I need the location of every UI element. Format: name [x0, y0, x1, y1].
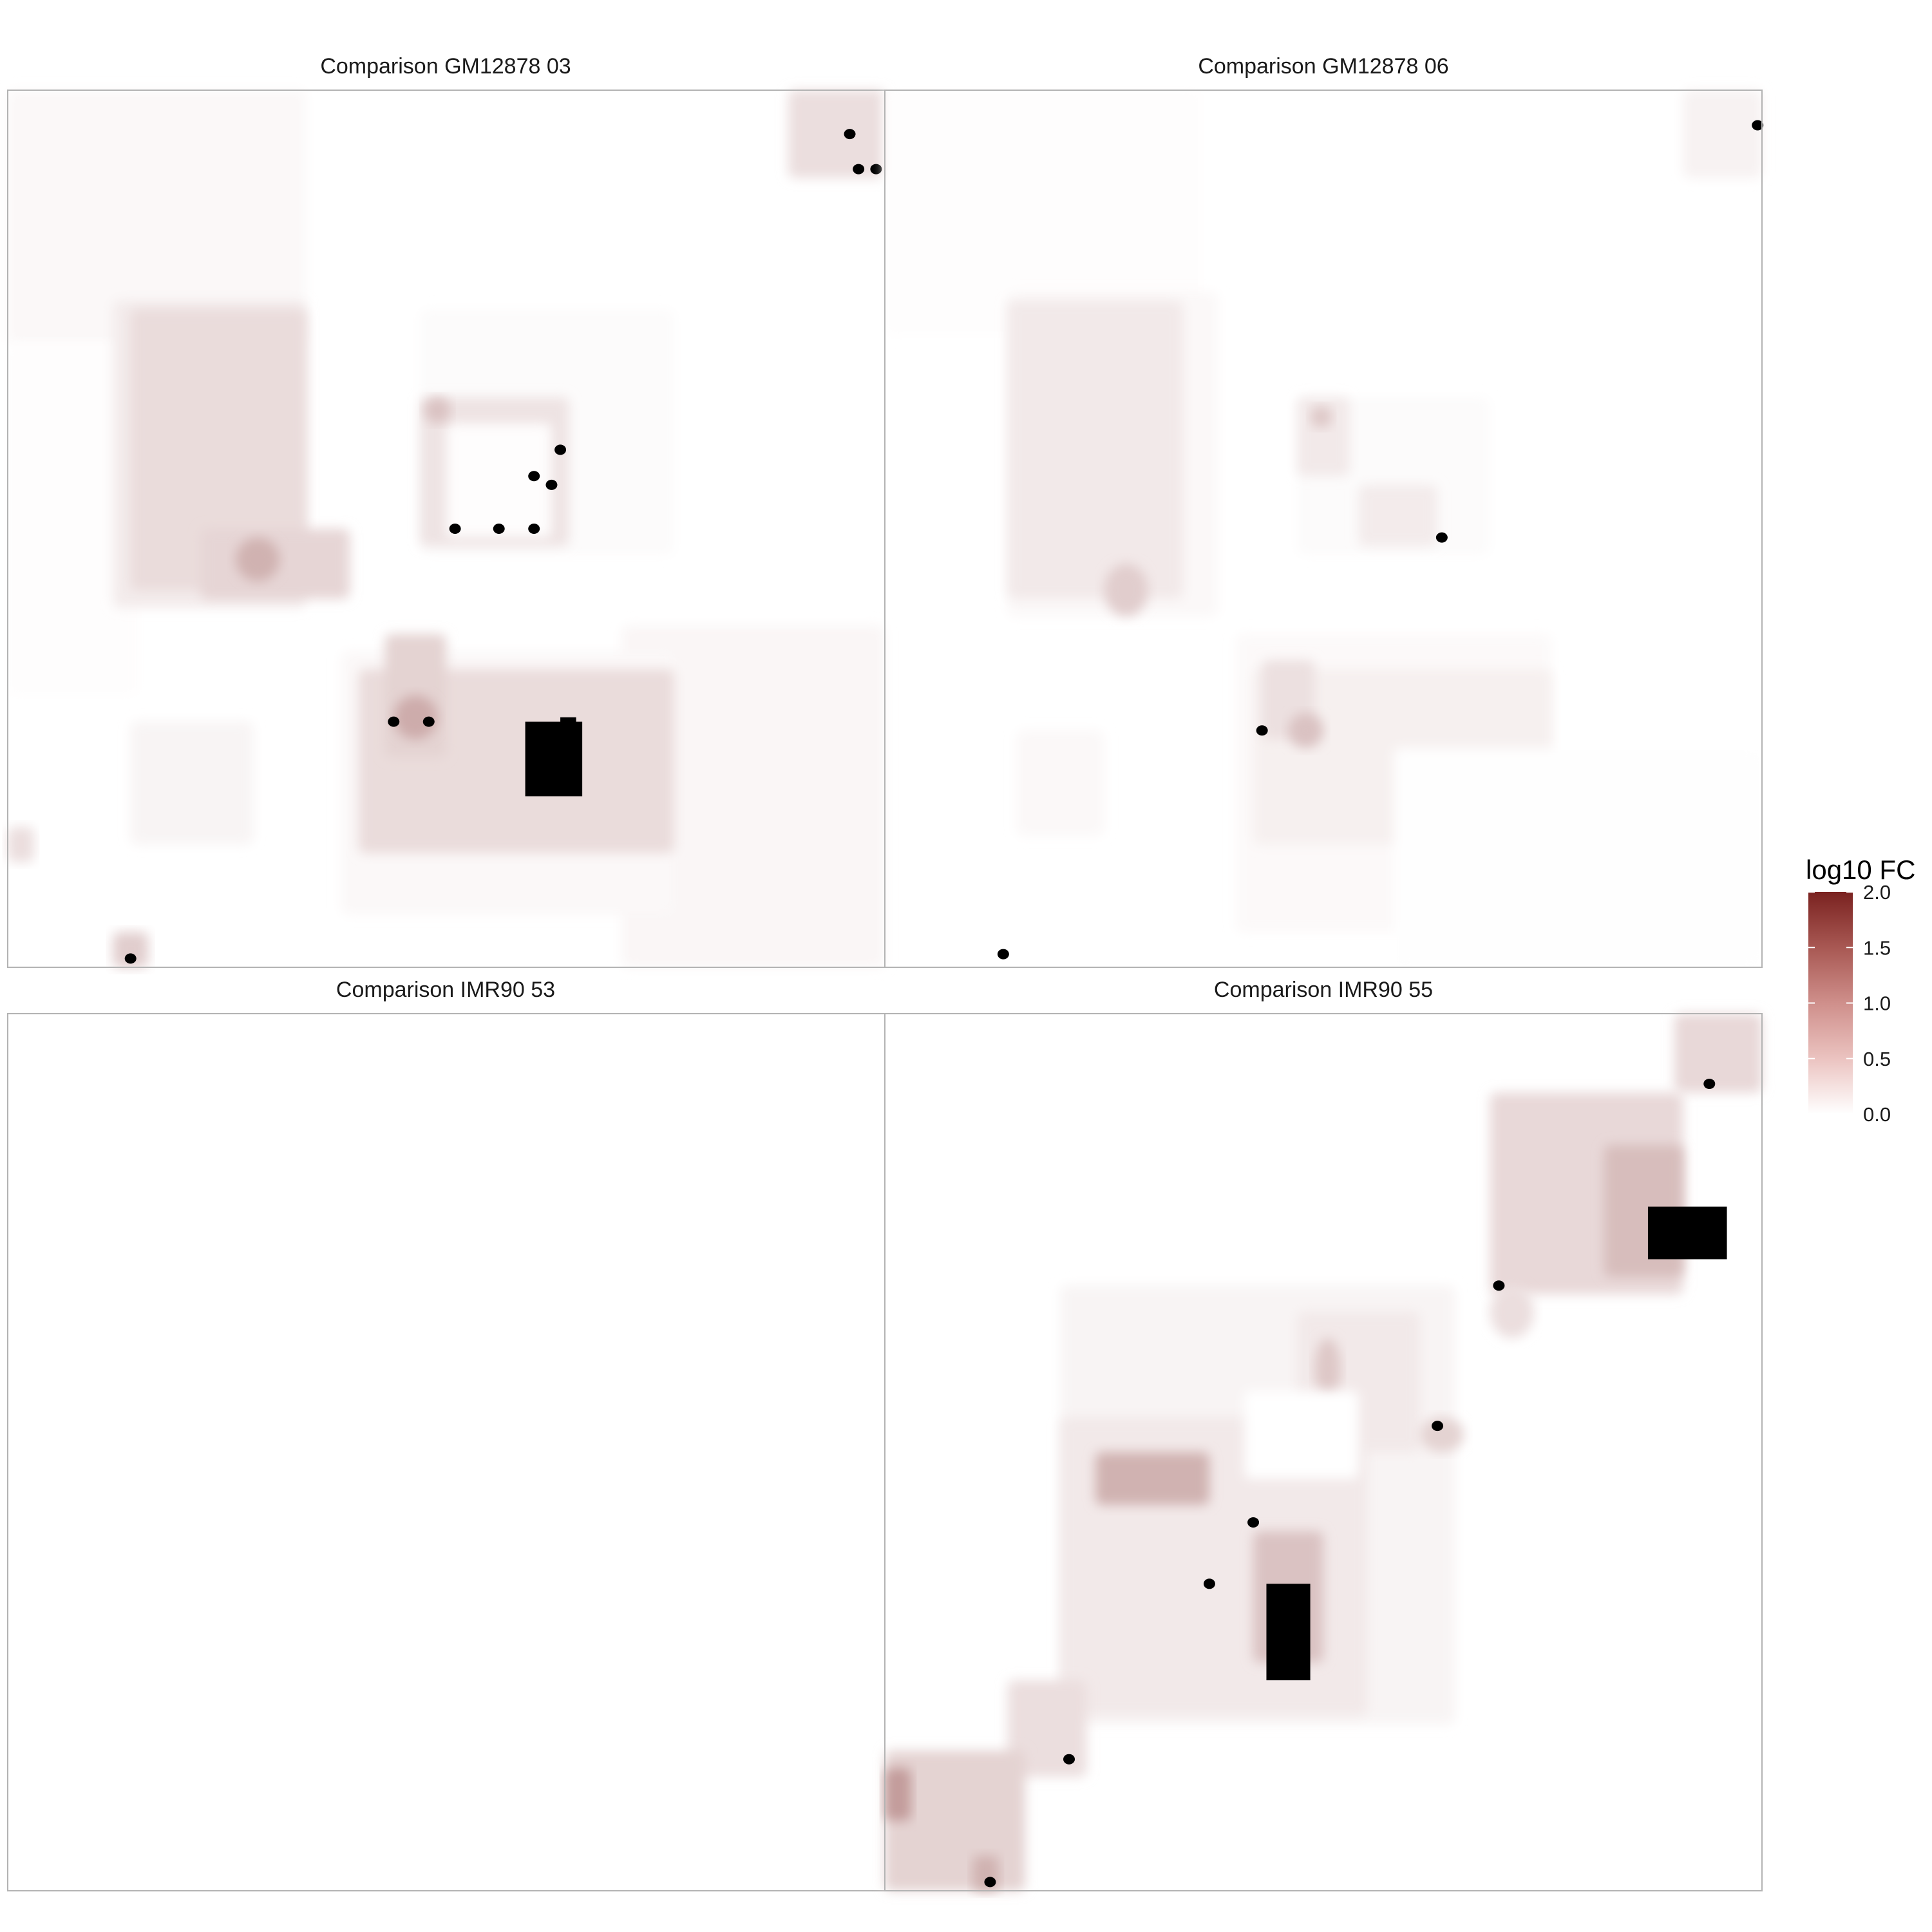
heatmap-region — [8, 827, 34, 862]
color-legend: log10 FC 0.0 0.5 1.0 1.5 2.0 — [1806, 855, 1915, 1126]
heatmap-cell-saturated — [124, 953, 137, 964]
heatmap-cell-saturated — [449, 524, 461, 534]
heatmap-region — [1095, 1452, 1209, 1505]
heatmap-cell-saturated — [1247, 1517, 1260, 1528]
heatmap-region — [1490, 1285, 1534, 1338]
heatmap-cell-saturated — [844, 129, 856, 140]
heatmap-region — [1007, 1680, 1087, 1777]
heatmap-region — [446, 423, 552, 538]
legend-tick-label: 1.5 — [1863, 936, 1891, 959]
heatmap-region — [1419, 1417, 1464, 1452]
panel-imr90-55: Comparison IMR90 55 — [884, 978, 1763, 1891]
heatmap-region — [1674, 1014, 1762, 1093]
heatmap-region — [8, 90, 307, 345]
heatmap-cell-saturated — [1752, 120, 1764, 131]
heatmap-region — [1288, 713, 1323, 748]
panel-title: Comparison IMR90 53 — [336, 978, 555, 1002]
heatmap-region — [788, 90, 885, 178]
heatmap-region — [113, 932, 148, 967]
heatmap-cell-saturated — [1063, 1754, 1075, 1765]
panel-title: Comparison GM12878 06 — [1198, 54, 1448, 79]
heatmap-cell-saturated — [997, 949, 1009, 960]
heatmap-region — [1016, 730, 1104, 836]
heatmap-region — [130, 721, 254, 845]
heatmap-cell-saturated — [560, 717, 576, 735]
legend-tick-label: 1.0 — [1863, 992, 1891, 1015]
heatmap-cell-saturated — [1703, 1078, 1716, 1089]
heatmap-cell-saturated — [1435, 532, 1448, 543]
panel-gm12878-03: Comparison GM12878 03 — [7, 54, 886, 968]
heatmap-area — [8, 90, 885, 967]
legend-colorbar — [1808, 892, 1853, 1114]
heatmap-region — [1683, 90, 1762, 178]
heatmap-region — [621, 625, 885, 967]
heatmap-cell-saturated — [554, 444, 567, 455]
heatmap-cell-saturated — [1493, 1280, 1505, 1291]
heatmap-cell-saturated — [422, 716, 435, 727]
heatmap-area — [885, 1014, 1762, 1891]
heatmap-region — [1104, 564, 1148, 617]
heatmap-region — [885, 90, 1201, 336]
heatmap-cell-saturated — [984, 1877, 996, 1888]
heatmap-region — [1310, 406, 1332, 428]
heatmap-region — [8, 344, 140, 696]
legend-title: log10 FC — [1806, 855, 1915, 885]
panel-border — [884, 90, 1763, 968]
heatmap-region — [1244, 1390, 1359, 1479]
heatmap-area — [885, 90, 1764, 967]
heatmap-region — [1314, 1338, 1341, 1400]
heatmap-region — [424, 397, 451, 424]
panel-title: Comparison IMR90 55 — [1214, 978, 1433, 1002]
heatmap-cell-saturated — [870, 164, 882, 175]
heatmap-cell-saturated — [1266, 1584, 1311, 1681]
panel-imr90-53: Comparison IMR90 53 — [7, 978, 886, 1891]
heatmap-region — [972, 1855, 999, 1891]
legend-ticks: 0.0 0.5 1.0 1.5 2.0 — [1808, 881, 1891, 1126]
heatmap-cell-saturated — [493, 524, 505, 534]
legend-tick-label: 0.0 — [1863, 1103, 1891, 1126]
heatmap-region — [1358, 484, 1438, 547]
panel-border — [884, 1013, 1763, 1891]
heatmap-cell-saturated — [545, 479, 558, 490]
heatmap-region — [1393, 748, 1762, 967]
panel-gm12878-06: Comparison GM12878 06 — [884, 54, 1764, 968]
heatmap-cell-saturated — [528, 524, 540, 534]
heatmap-region — [885, 1768, 911, 1821]
heatmap-region — [130, 309, 307, 591]
heatmap-cell-saturated — [853, 164, 865, 175]
heatmap-cell-saturated — [1432, 1421, 1444, 1432]
heatmap-cell-saturated — [388, 716, 400, 727]
heatmap-region — [236, 537, 280, 582]
heatmap-cell-saturated — [1647, 1206, 1727, 1260]
heatmap-region — [1007, 300, 1184, 599]
legend-tick-label: 2.0 — [1863, 881, 1891, 904]
heatmap-region — [393, 695, 438, 739]
panel-border — [7, 1013, 886, 1891]
heatmap-cell-saturated — [528, 471, 540, 482]
legend-tick-label: 0.5 — [1863, 1048, 1891, 1070]
panel-title: Comparison GM12878 03 — [320, 54, 571, 79]
heatmap-cell-saturated — [1256, 725, 1268, 736]
heatmap-cell-saturated — [1203, 1578, 1215, 1589]
